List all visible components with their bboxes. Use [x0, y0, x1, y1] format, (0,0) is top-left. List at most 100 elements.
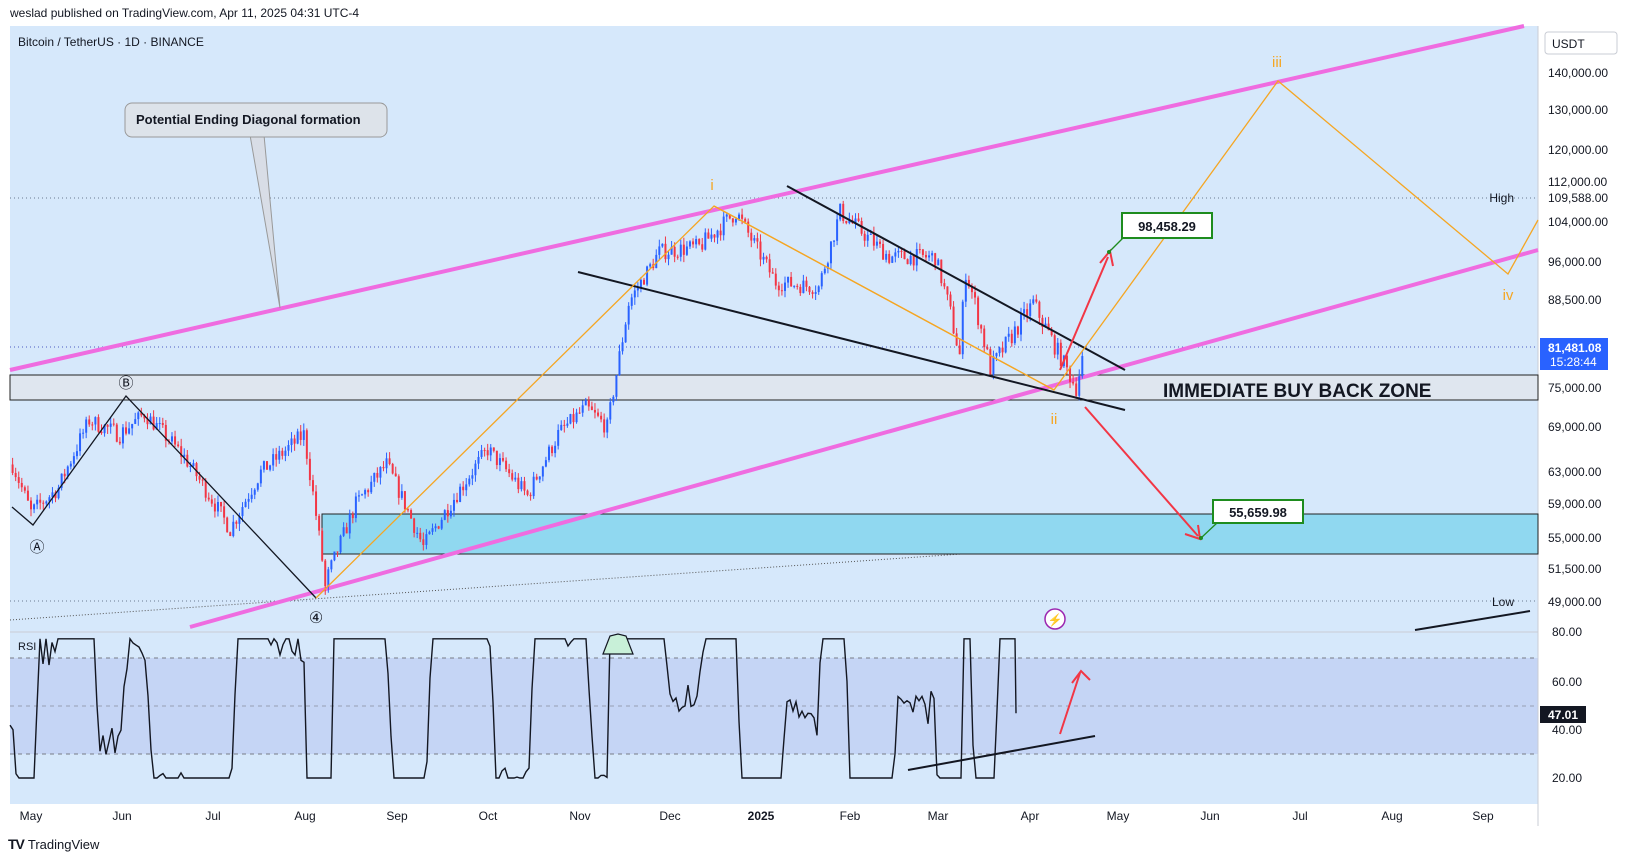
candle [82, 428, 85, 439]
candle [391, 462, 394, 475]
candle [992, 350, 995, 380]
candle [213, 498, 216, 518]
candle [636, 282, 639, 298]
candle [287, 440, 290, 457]
candle [342, 522, 345, 538]
candle [425, 529, 428, 550]
low-value: 49,000.00 [1548, 595, 1602, 609]
candle [928, 250, 931, 262]
candle [799, 284, 802, 296]
symbol-title: Bitcoin / TetherUS · 1D · BINANCE [18, 35, 204, 49]
candle [54, 490, 57, 503]
candle [937, 258, 940, 266]
candle [857, 213, 860, 223]
candle [434, 523, 437, 532]
wave-label-iii: iii [1272, 54, 1282, 71]
rsi-arrow-head [1071, 669, 1091, 684]
candle [39, 493, 42, 510]
candle [302, 423, 305, 446]
rsi-tick-label: 60.00 [1552, 675, 1582, 689]
wave-label-b: Ⓑ [118, 375, 133, 392]
currency-box[interactable] [1544, 31, 1618, 55]
candle [480, 444, 483, 460]
candle [731, 217, 734, 227]
candle [557, 424, 560, 450]
candle [305, 428, 308, 465]
wave-label-ii: ii [1051, 411, 1058, 428]
candle [131, 423, 134, 436]
wedge-upper [786, 185, 1126, 371]
candle [891, 255, 894, 264]
candle [210, 494, 213, 507]
event-marker-icon[interactable] [1044, 608, 1066, 630]
time-axis[interactable] [10, 804, 1620, 826]
candle [269, 464, 272, 472]
candle [272, 448, 275, 471]
candle [308, 452, 311, 487]
candle [278, 445, 281, 464]
candle [121, 424, 124, 449]
rsi-value: 47.01 [1548, 708, 1578, 722]
candle [931, 250, 934, 262]
candle [1072, 374, 1075, 386]
target-up-dot [1107, 250, 1111, 254]
price-tick-label: 63,000.00 [1548, 465, 1602, 479]
candle [174, 430, 177, 448]
candle [192, 459, 195, 468]
buy-back-zone [9, 374, 1539, 401]
candle [698, 238, 701, 246]
candle [823, 266, 826, 275]
wave-label-a: Ⓐ [29, 539, 44, 556]
candle [502, 452, 505, 463]
rsi-axis-ticks: 80.00 60.00 40.00 20.00 [1552, 625, 1582, 785]
candle [57, 484, 60, 500]
time-tick-label: Feb [840, 809, 861, 823]
callout-box [124, 102, 388, 138]
time-axis-ticks: May Jun Jul Aug Sep Oct Nov Dec 2025 Feb Mar Apr May… [20, 809, 1494, 823]
candle [615, 374, 618, 401]
candle [112, 418, 115, 427]
price-tick-label: 120,000.00 [1548, 143, 1608, 157]
candle [511, 469, 514, 482]
candle [23, 485, 26, 494]
candle [1059, 339, 1062, 368]
candle [456, 492, 459, 504]
candle [226, 516, 229, 533]
candle [42, 500, 45, 510]
candle [26, 485, 29, 501]
candle [406, 508, 409, 513]
candle [701, 237, 704, 253]
candle [526, 489, 529, 497]
candle [364, 488, 367, 499]
candle [216, 495, 219, 517]
candle [241, 502, 244, 522]
candle [403, 490, 406, 513]
candle [1007, 326, 1010, 342]
candle [734, 217, 737, 226]
candle [802, 274, 805, 294]
rsi-tick-label: 80.00 [1552, 625, 1582, 639]
candle [177, 441, 180, 448]
time-tick-label: Jun [112, 809, 131, 823]
candle [842, 200, 845, 224]
channel-upper [9, 24, 1525, 372]
time-tick-label: Mar [928, 809, 949, 823]
candle [36, 494, 39, 510]
candle [109, 417, 112, 434]
candle [477, 451, 480, 470]
candle [204, 478, 207, 502]
candle [658, 239, 661, 261]
candle [839, 203, 842, 222]
candle [664, 236, 667, 263]
candle [875, 235, 878, 249]
candle [759, 234, 762, 267]
price-axis[interactable] [1538, 26, 1620, 804]
candle [88, 415, 91, 427]
candle [808, 285, 811, 295]
last-price-value: 81,481.08 [1548, 341, 1602, 355]
candle [541, 465, 544, 482]
candle [416, 527, 419, 539]
candle [897, 246, 900, 258]
candle [505, 457, 508, 472]
